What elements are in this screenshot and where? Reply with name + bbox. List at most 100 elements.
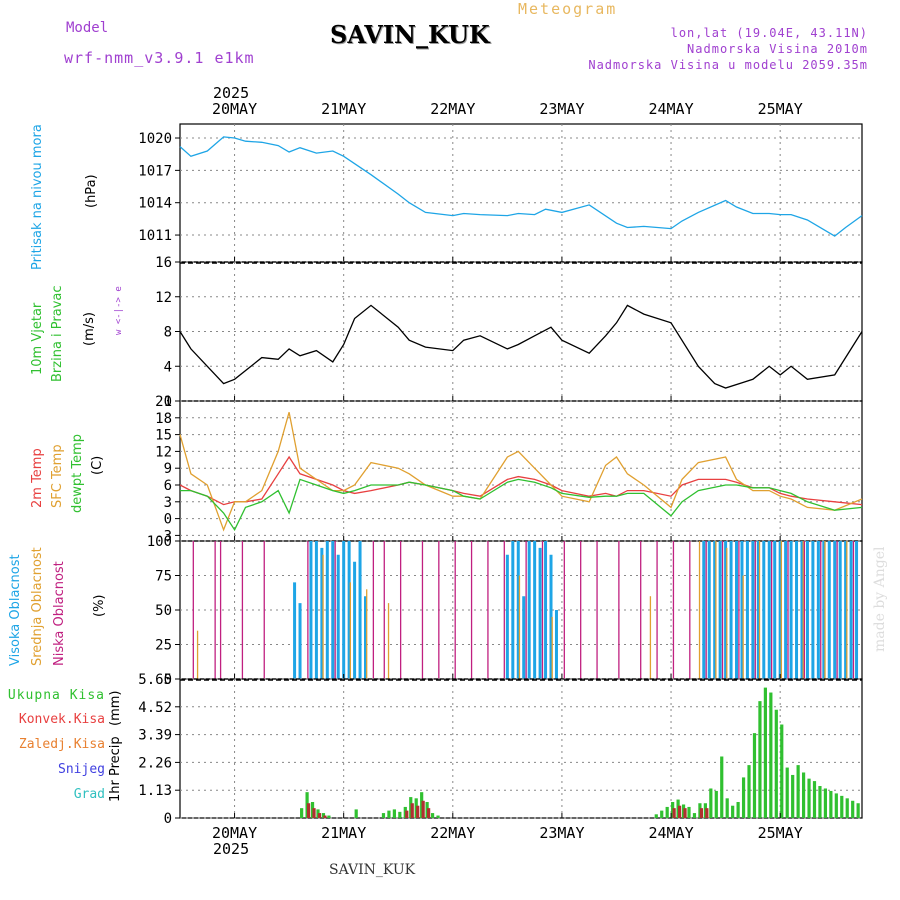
precip-bar — [427, 808, 431, 818]
precip-bar — [785, 767, 789, 818]
precip-bar — [747, 765, 751, 818]
precip-bar — [763, 687, 767, 818]
precip-bar — [683, 808, 687, 818]
panel-frame — [179, 400, 863, 542]
ytick-label: 0 — [164, 394, 172, 410]
precip-bar — [327, 815, 331, 818]
xlabel-top: 24MAY — [648, 100, 693, 118]
ytick-label: 18 — [155, 411, 172, 427]
ytick-label: 12 — [155, 444, 172, 460]
precip-bar — [660, 810, 664, 818]
xlabel-top: 21MAY — [321, 100, 366, 118]
precip-bar — [818, 786, 822, 818]
precip-bar — [840, 795, 844, 818]
ytick-label: 50 — [155, 603, 172, 619]
xlabel-top: 23MAY — [539, 100, 584, 118]
series-line-temperature-0 — [179, 455, 863, 506]
ytick-label: 4 — [164, 359, 172, 375]
ytick-label: 3 — [164, 495, 172, 511]
model-elevation-label: Nadmorska Visina u modelu 2059.35m — [588, 58, 868, 72]
precip-bar — [387, 810, 391, 818]
lonlat-label: lon,lat (19.04E, 43.11N) — [670, 26, 868, 40]
precip-bar — [769, 692, 773, 818]
ytick-label: 0 — [164, 811, 172, 827]
precip-bar — [774, 709, 778, 818]
precip-bar — [736, 802, 740, 818]
elevation-label: Nadmorska Visina 2010m — [687, 42, 868, 56]
precip-bar — [381, 813, 386, 818]
precip-bar — [812, 781, 817, 818]
model-name: wrf-nmm_v3.9.1 e1km — [64, 49, 255, 67]
precip-bar — [672, 808, 676, 818]
xlabel-bottom: 24MAY — [648, 824, 693, 842]
ytick-label: 75 — [155, 569, 172, 585]
ytick-label: 1020 — [138, 131, 172, 147]
footer-title: SAVIN_KUK — [329, 862, 416, 878]
panel-frame — [179, 678, 863, 819]
xlabel-top: 20MAY — [212, 100, 257, 118]
precip-bar — [699, 808, 704, 818]
precip-bar — [741, 777, 746, 818]
series-line-temperature-2 — [180, 478, 863, 532]
meteogram-label: Meteogram — [518, 0, 618, 18]
precip-bar — [354, 809, 358, 818]
panel-pressure: 1020 1017 1014 1011 — [138, 123, 863, 263]
precip-bar — [323, 815, 327, 818]
precip-bar — [654, 814, 658, 818]
precip-bar — [300, 808, 304, 818]
legend-hail: Grad — [73, 787, 105, 802]
series-line-wind-0 — [179, 304, 863, 389]
ytick-label: 21 — [155, 394, 172, 410]
precip-bar — [677, 805, 682, 818]
ytick-label: 100 — [147, 534, 172, 550]
precip-bar — [725, 798, 729, 818]
precip-bar — [845, 798, 849, 818]
panel-precip: 5.65 4.52 3.39 2.26 1.13 0 — [138, 672, 863, 827]
precip-bar — [306, 803, 311, 818]
ytick-label: 9 — [164, 461, 172, 477]
xlabel-bottom: 20MAY — [212, 824, 257, 842]
precip-bar — [312, 808, 316, 818]
precip-bar — [665, 806, 669, 818]
precip-bar — [405, 810, 409, 818]
precip-bar — [801, 772, 806, 818]
precip-bar — [709, 788, 713, 818]
precip-bar — [430, 813, 435, 818]
precip-bar — [758, 701, 762, 818]
panel-wind: 16 12 8 4 0 — [155, 255, 863, 410]
ytick-label: 5.65 — [138, 672, 172, 688]
ytick-label: 0 — [164, 672, 172, 688]
panel-frame — [179, 123, 863, 263]
precip-bar — [752, 733, 757, 818]
precip-bar — [421, 800, 425, 818]
precip-bar — [392, 809, 396, 818]
ytick-label: 2.26 — [138, 755, 172, 771]
precip-bar — [436, 815, 440, 818]
precip-bar — [834, 793, 838, 818]
series-line-temperature-1 — [179, 412, 863, 532]
ytick-label: 8 — [164, 325, 172, 341]
legend-freezing-rain: Zaledj.Kisa — [18, 737, 105, 752]
precip-bar — [851, 800, 855, 818]
ytick-label: 4.52 — [138, 700, 172, 716]
xlabel-top: 22MAY — [430, 100, 475, 118]
xlabel-bottom: 22MAY — [430, 824, 475, 842]
model-label: Model — [66, 20, 109, 36]
ytick-label: 1011 — [138, 228, 172, 244]
precip-bar — [692, 813, 697, 818]
panel-clouds: 100 75 50 25 0 — [147, 534, 863, 688]
ytick-label: -3 — [155, 528, 172, 544]
ytick-label: 0 — [164, 512, 172, 528]
ytick-label: 1014 — [138, 196, 172, 212]
ytick-label: 12 — [155, 290, 172, 306]
precip-bar — [807, 778, 811, 818]
precip-bar — [829, 790, 833, 818]
series-line-pressure-0 — [179, 136, 863, 237]
precip-bar — [410, 803, 414, 818]
ytick-label: 1017 — [138, 163, 172, 179]
ytick-label: 3.39 — [138, 728, 172, 744]
precip-bar — [416, 805, 420, 818]
xlabel-top: 25MAY — [758, 100, 803, 118]
ytick-label: 15 — [155, 428, 172, 444]
